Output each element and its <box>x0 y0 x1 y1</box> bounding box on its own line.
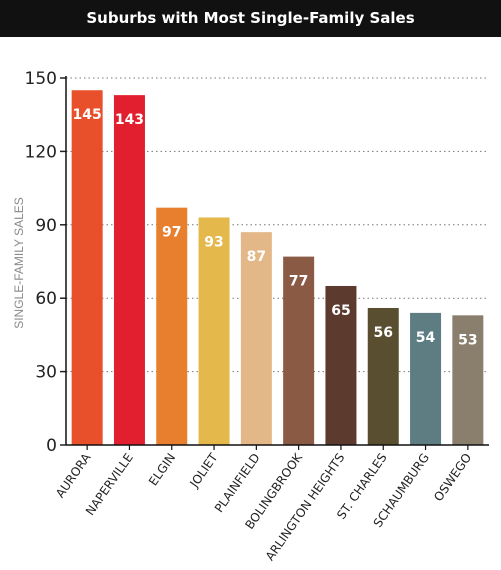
data-label: 145 <box>73 107 102 123</box>
data-label: 143 <box>115 112 144 128</box>
y-axis-label: SINGLE-FAMILY SALES <box>12 197 26 329</box>
y-tick-label: 30 <box>35 363 57 383</box>
y-tick-label: 150 <box>25 69 57 89</box>
bar <box>156 207 188 445</box>
bar <box>71 90 103 445</box>
y-tick-label: 0 <box>46 436 57 456</box>
axes <box>65 76 489 450</box>
y-tick-labels: 0 30 60 90 120 150 <box>25 69 57 456</box>
bar <box>113 95 145 446</box>
data-label: 54 <box>416 330 436 346</box>
y-tick-label: 120 <box>25 142 57 162</box>
data-label: 53 <box>458 332 477 348</box>
data-label: 93 <box>204 234 223 250</box>
bar <box>198 217 230 445</box>
y-tick-label: 90 <box>35 216 57 236</box>
category-label: OSWEGO <box>431 451 474 504</box>
bar <box>367 307 399 445</box>
category-label: AURORA <box>53 450 94 500</box>
bars <box>71 90 484 446</box>
bar <box>325 285 357 445</box>
data-labels: 145 143 97 93 87 77 65 56 54 53 <box>73 107 478 348</box>
bar <box>240 232 272 445</box>
data-label: 77 <box>289 274 308 290</box>
chart-title: Suburbs with Most Single-Family Sales <box>0 0 501 37</box>
data-label: 65 <box>331 303 350 319</box>
y-tick-label: 60 <box>35 289 57 309</box>
data-label: 87 <box>247 249 266 265</box>
bar <box>452 315 484 445</box>
data-label: 56 <box>374 325 393 341</box>
bar <box>283 256 315 445</box>
data-label: 97 <box>162 225 181 241</box>
bar <box>410 312 442 445</box>
category-label: JOLIET <box>187 450 221 491</box>
category-label: ELGIN <box>146 451 178 489</box>
category-label: ARLINGTON HEIGHTS <box>263 451 348 564</box>
